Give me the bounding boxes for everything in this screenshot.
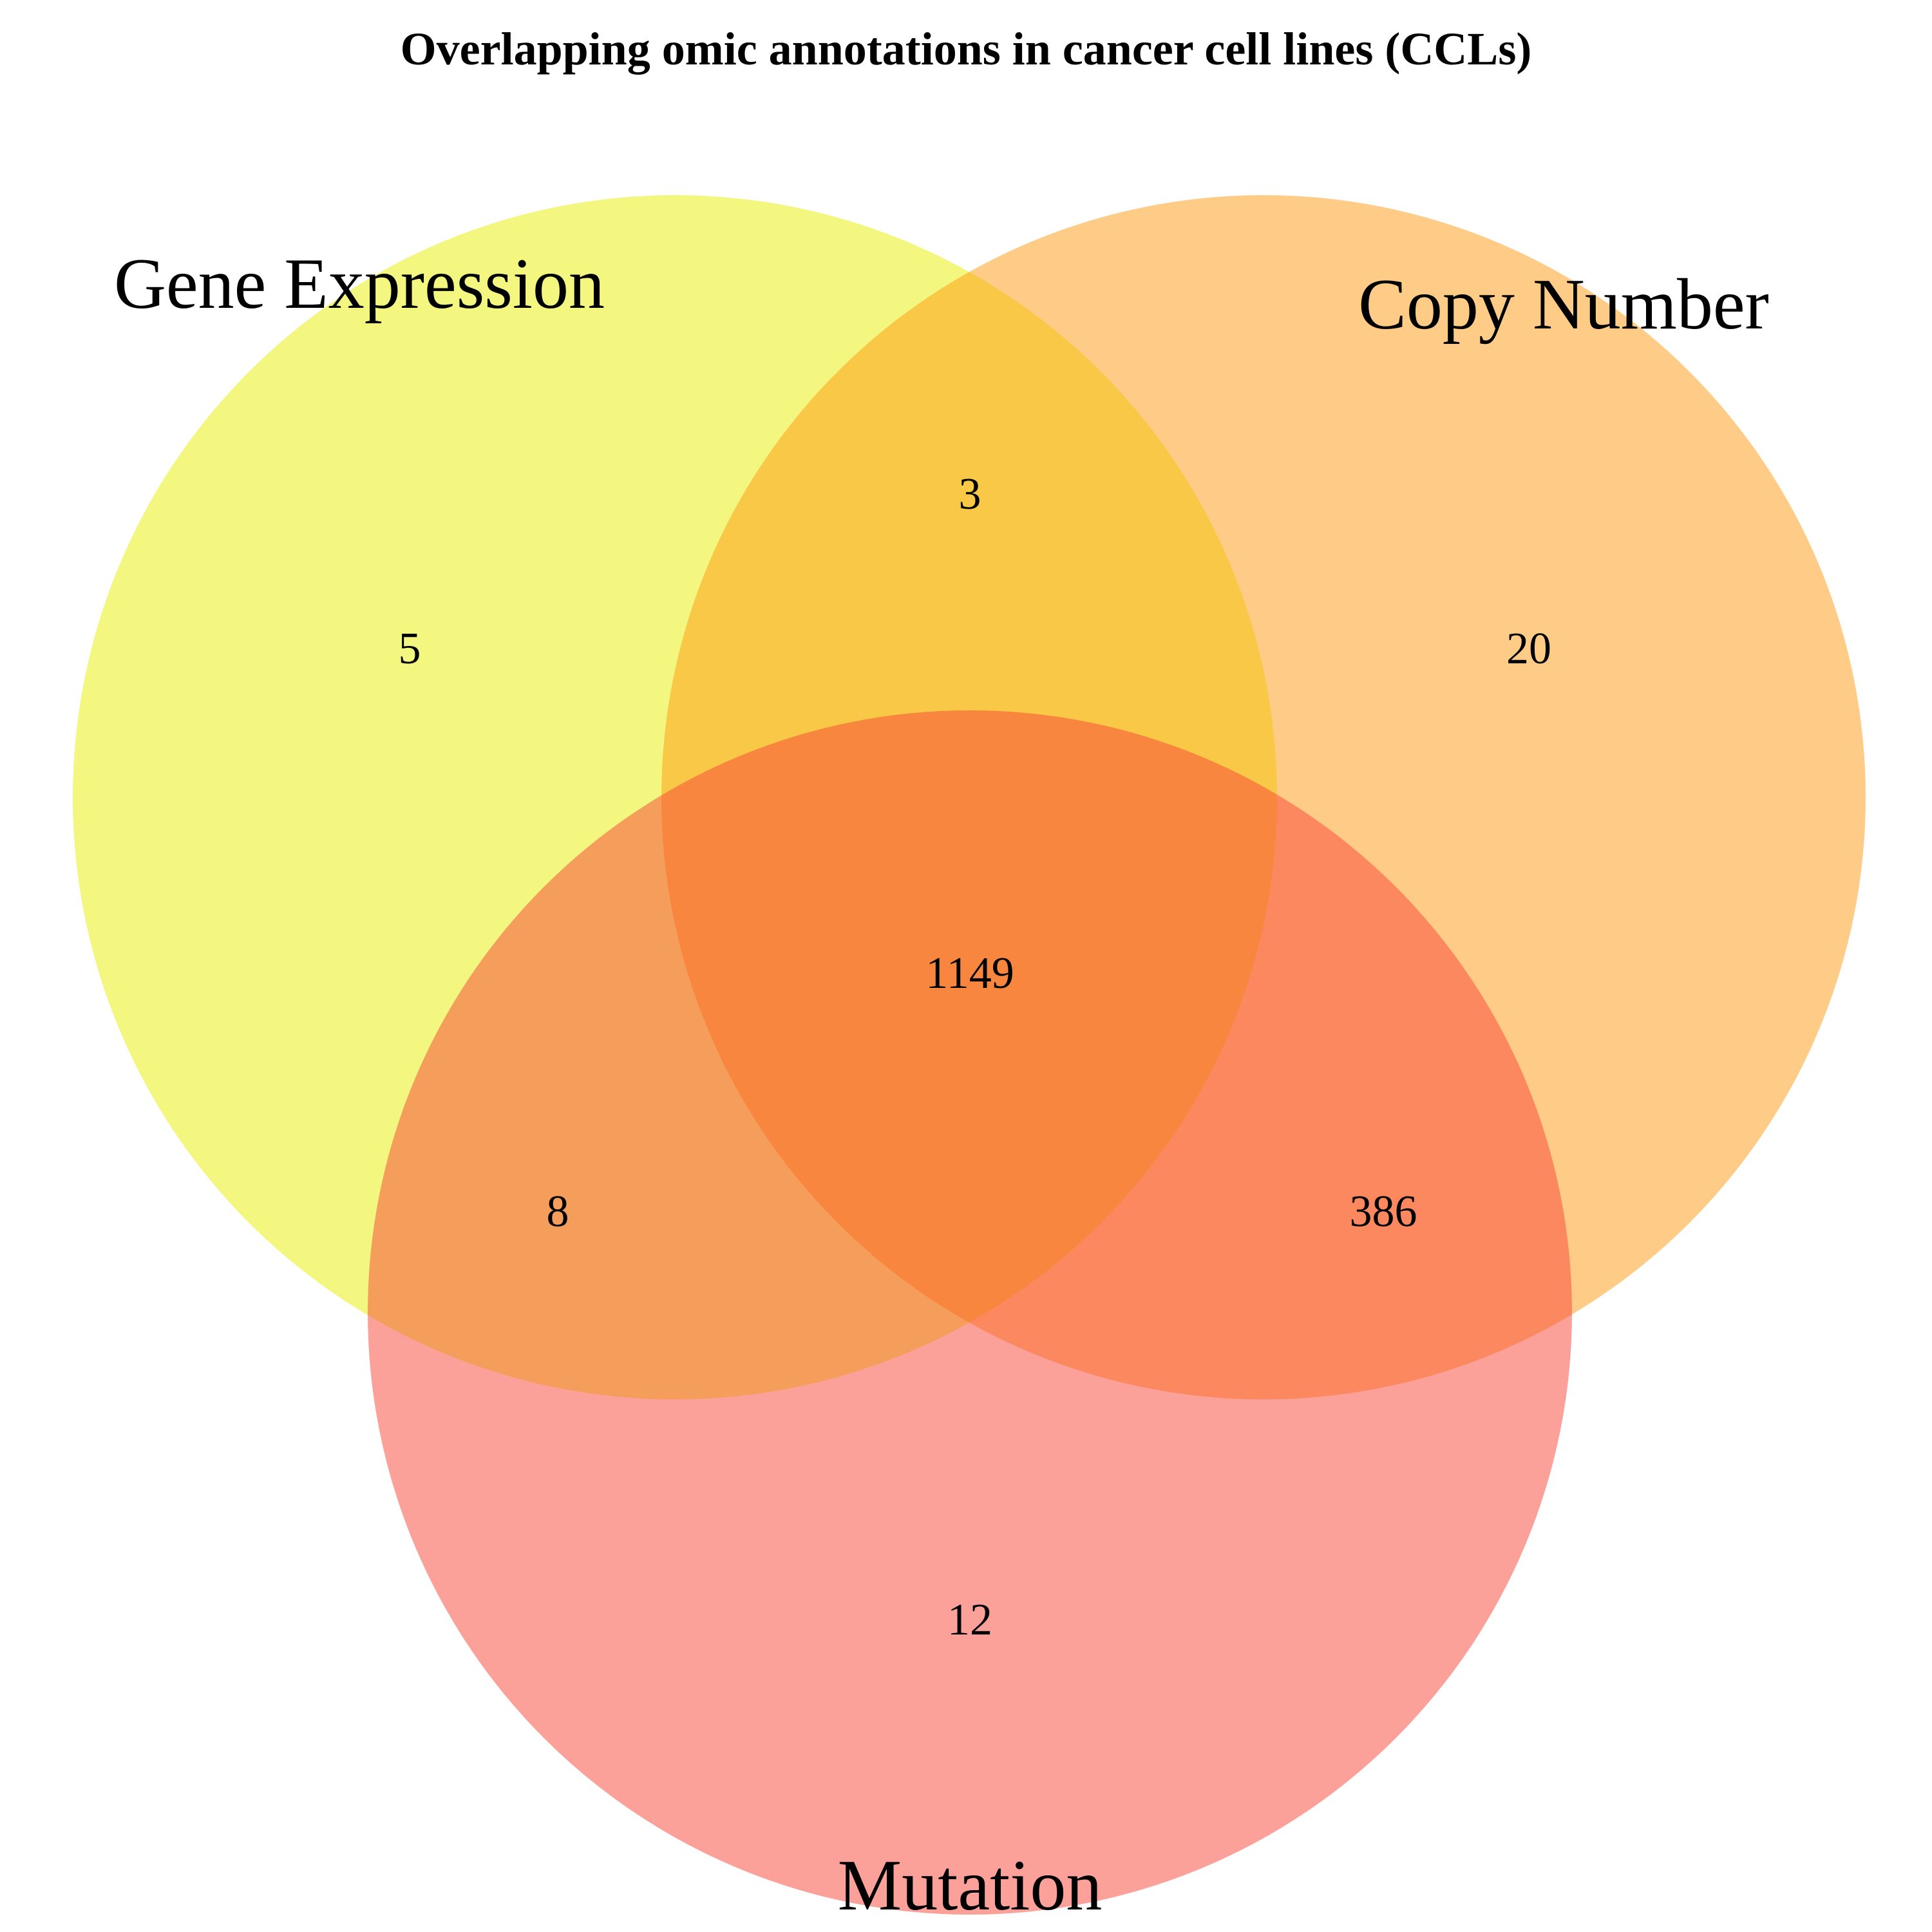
circle-mutation xyxy=(368,710,1572,1915)
count-gene-expression-only: 5 xyxy=(399,624,421,674)
count-mutation-only: 12 xyxy=(947,1595,992,1645)
count-copy-number-only: 20 xyxy=(1506,624,1551,674)
chart-title: Overlapping omic annotations in cancer c… xyxy=(401,23,1532,75)
count-copy-number-mutation: 386 xyxy=(1350,1187,1417,1236)
count-all-three: 1149 xyxy=(925,949,1014,998)
count-gene-expression-mutation: 8 xyxy=(547,1187,569,1236)
label-mutation: Mutation xyxy=(838,1846,1103,1926)
label-copy-number: Copy Number xyxy=(1358,265,1769,345)
count-gene-expression-copy-number: 3 xyxy=(959,469,981,519)
label-gene-expression: Gene Expression xyxy=(114,244,605,324)
